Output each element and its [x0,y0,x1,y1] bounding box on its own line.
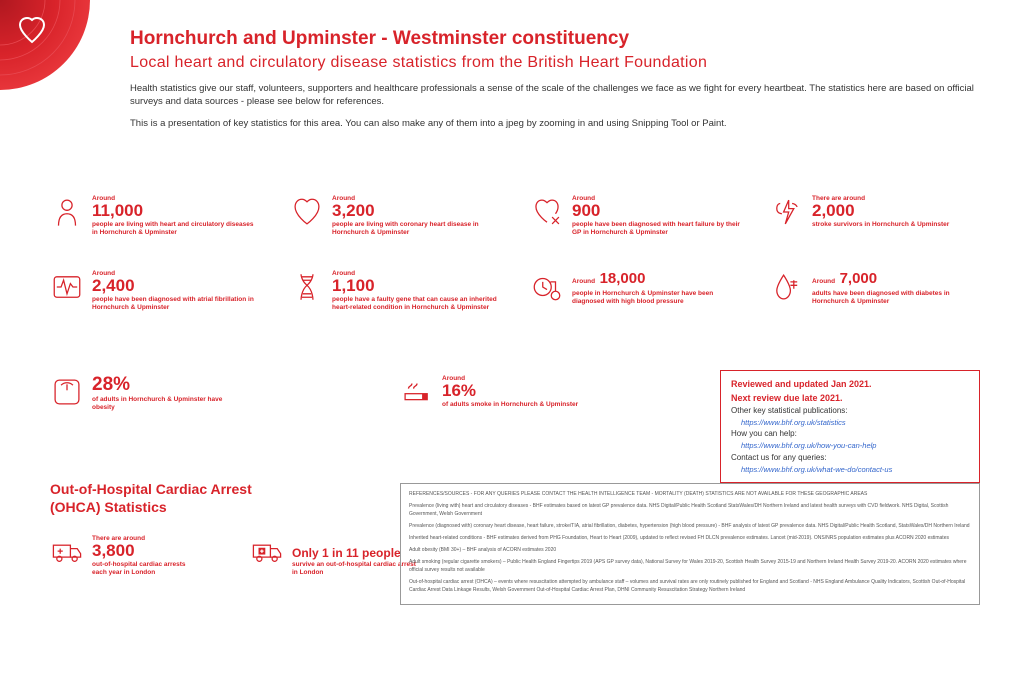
statistics-link[interactable]: https://www.bhf.org.uk/statistics [741,417,969,428]
stat-obesity: 28% of adults in Hornchurch & Upminster … [50,375,230,413]
dna-icon [290,270,324,304]
stat-af: Around 2,400 people have been diagnosed … [50,270,260,313]
ohca-heading: Out-of-Hospital Cardiac Arrest (OHCA) St… [50,480,252,516]
bp-icon [530,270,564,304]
review-box: Reviewed and updated Jan 2021. Next revi… [720,370,980,483]
help-link[interactable]: https://www.bhf.org.uk/how-you-can-help [741,440,969,451]
intro-paragraph-1: Health statistics give our staff, volunt… [130,82,980,109]
stat-chd: Around 3,200 people are living with coro… [290,195,500,238]
page-subtitle: Local heart and circulatory disease stat… [130,54,980,72]
pulse-icon [50,270,84,304]
stat-genetic: Around 1,100 people have a faulty gene t… [290,270,500,313]
ohca-stats: There are around 3,800 out-of-hospital c… [50,535,420,578]
intro-paragraph-2: This is a presentation of key statistics… [130,117,980,130]
header-block: Hornchurch and Upminster - Westminster c… [130,28,980,138]
bhf-logo [0,0,90,90]
ambulance-icon [50,535,84,569]
stat-diabetes: Around 7,000 adults have been diagnosed … [770,270,980,313]
cigarette-icon [400,375,434,409]
references-box: REFERENCES/SOURCES - FOR ANY QUERIES PLE… [400,483,980,605]
heart-x-icon [530,195,564,229]
stat-smoking: Around 16% of adults smoke in Hornchurch… [400,375,580,413]
stat-bp: Around 18,000 people in Hornchurch & Upm… [530,270,740,313]
stat-hcd: Around 11,000 people are living with hea… [50,195,260,238]
stats-grid: Around 11,000 people are living with hea… [50,195,980,313]
person-icon [50,195,84,229]
contact-link[interactable]: https://www.bhf.org.uk/what-we-do/contac… [741,464,969,475]
scale-icon [50,375,84,409]
stat-stroke: There are around 2,000 stroke survivors … [770,195,980,238]
ambulance-plus-icon [250,535,284,569]
stats-row-3: 28% of adults in Hornchurch & Upminster … [50,375,580,413]
stat-heart-failure: Around 900 people have been diagnosed wi… [530,195,740,238]
stat-ohca-count: There are around 3,800 out-of-hospital c… [50,535,200,578]
drop-icon [770,270,804,304]
stat-ohca-survival: Only 1 in 11 people survive an out-of-ho… [250,535,420,578]
heart-icon [290,195,324,229]
bolt-icon [770,195,804,229]
page-title: Hornchurch and Upminster - Westminster c… [130,28,980,50]
